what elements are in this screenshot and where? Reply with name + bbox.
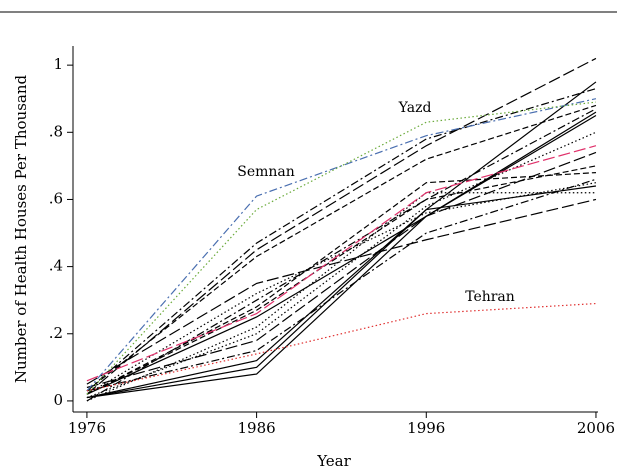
series-line <box>86 88 597 392</box>
annotation: Tehran <box>465 289 515 305</box>
y-tick-label: 0 <box>53 391 63 409</box>
x-tick-label: 2006 <box>577 419 615 437</box>
y-tick-label: .8 <box>49 122 63 140</box>
series-line <box>86 98 597 392</box>
x-axis-title: Year <box>316 452 351 470</box>
annotation: Yazd <box>398 100 432 116</box>
series-line <box>86 165 597 395</box>
y-axis-title: Number of Health Houses Per Thousand <box>12 74 30 383</box>
x-tick-label: 1986 <box>238 419 276 437</box>
y-tick-label: .6 <box>49 189 63 207</box>
series-line <box>86 101 597 395</box>
series-line <box>86 198 597 385</box>
x-tick-label: 1976 <box>68 419 106 437</box>
y-tick-label: .2 <box>49 324 63 342</box>
series-line <box>86 145 597 382</box>
series-line <box>86 302 596 392</box>
y-tick-label: 1 <box>53 55 63 73</box>
series-line <box>86 178 597 392</box>
series-line <box>86 171 596 395</box>
series-line <box>86 81 597 399</box>
series-line <box>86 111 597 395</box>
y-tick-label: .4 <box>49 257 63 275</box>
series-line <box>86 57 597 395</box>
x-tick-label: 1996 <box>407 419 445 437</box>
series-line <box>86 104 597 392</box>
series-line <box>86 131 597 399</box>
series-line <box>86 151 597 389</box>
series-line <box>86 192 596 402</box>
series-line <box>86 114 597 399</box>
series-line <box>86 185 597 399</box>
annotation: Semnan <box>237 164 295 180</box>
